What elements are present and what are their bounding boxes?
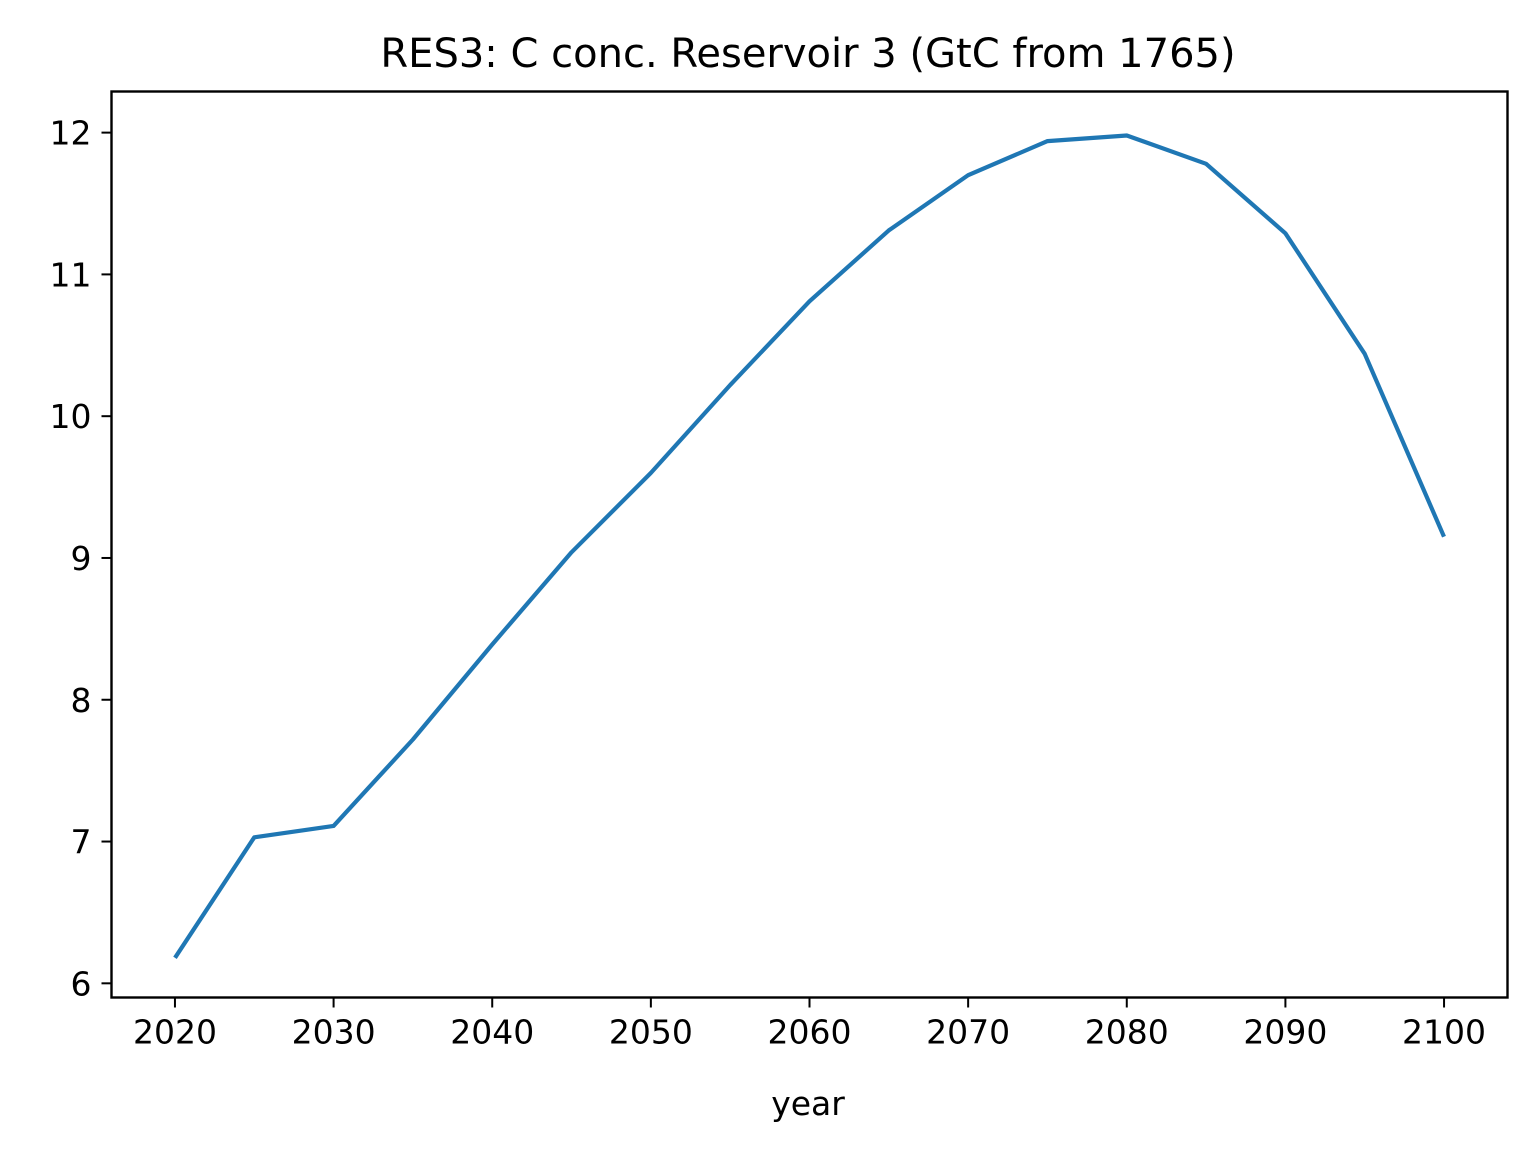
x-tick-label: 2090 xyxy=(1243,1013,1327,1052)
chart-title: RES3: C conc. Reservoir 3 (GtC from 1765… xyxy=(380,31,1235,77)
x-tick-label: 2050 xyxy=(609,1013,693,1052)
plot-frame xyxy=(110,90,1509,999)
y-tick-label: 7 xyxy=(71,823,92,862)
x-tick-label: 2060 xyxy=(768,1013,852,1052)
x-tick-label: 2070 xyxy=(926,1013,1010,1052)
plot-area xyxy=(173,133,1446,959)
x-tick-label: 2020 xyxy=(133,1013,217,1052)
y-tick-label: 11 xyxy=(50,255,92,294)
x-tick-label: 2100 xyxy=(1402,1013,1486,1052)
y-tick-label: 8 xyxy=(71,681,92,720)
y-tick-label: 6 xyxy=(71,964,92,1003)
x-axis-label: year xyxy=(771,1084,845,1123)
y-axis-ticks: 6 7 8 9 10 11 12 xyxy=(50,114,112,1003)
x-tick-label: 2040 xyxy=(450,1013,534,1052)
y-tick-label: 10 xyxy=(50,397,92,436)
series-line xyxy=(173,133,1446,959)
y-tick-label: 9 xyxy=(71,539,92,578)
y-tick-label: 12 xyxy=(50,114,92,153)
x-tick-label: 2030 xyxy=(292,1013,376,1052)
x-tick-label: 2080 xyxy=(1085,1013,1169,1052)
x-axis-ticks: 2020 2030 2040 2050 2060 2070 2080 2090 2100 xyxy=(133,997,1486,1052)
